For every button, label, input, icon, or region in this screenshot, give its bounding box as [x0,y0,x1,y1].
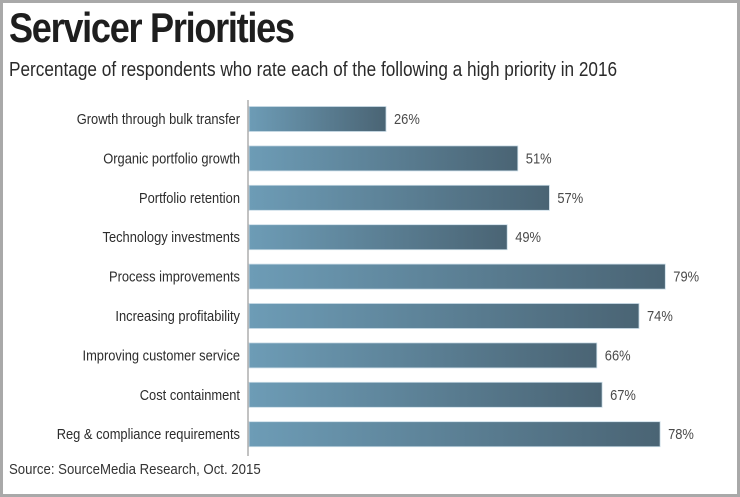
value-label-2: 57% [557,189,583,206]
chart-title: Servicer Priorities [9,4,295,51]
bar-3 [248,224,508,251]
value-label-7: 67% [610,386,636,403]
category-label-0: Growth through bulk transfer [77,110,241,127]
bar-6 [248,342,598,369]
value-label-1: 51% [526,149,552,166]
chart-subtitle: Percentage of respondents who rate each … [9,59,618,81]
bars-group: Growth through bulk transfer 26% Organic p… [57,106,699,448]
category-label-4: Process improvements [109,268,240,285]
bar-7 [248,381,603,408]
bar-4 [248,263,666,290]
bar-1 [248,145,519,172]
bar-5 [248,303,640,329]
category-label-3: Technology investments [103,228,240,245]
source-note: Source: SourceMedia Research, Oct. 2015 [9,461,261,478]
category-label-7: Cost containment [140,386,240,403]
value-label-3: 49% [515,228,541,245]
value-label-5: 74% [647,307,673,324]
bar-2 [248,184,550,211]
value-label-8: 78% [668,425,694,442]
bar-0 [248,106,387,132]
category-label-1: Organic portfolio growth [103,149,240,166]
category-label-5: Increasing profitability [115,307,240,324]
value-label-0: 26% [394,110,420,127]
bar-8 [248,421,661,448]
category-label-8: Reg & compliance requirements [57,425,240,442]
category-label-6: Improving customer service [83,346,241,363]
value-label-6: 66% [605,346,631,363]
value-label-4: 79% [673,268,699,285]
category-label-2: Portfolio retention [139,189,240,206]
